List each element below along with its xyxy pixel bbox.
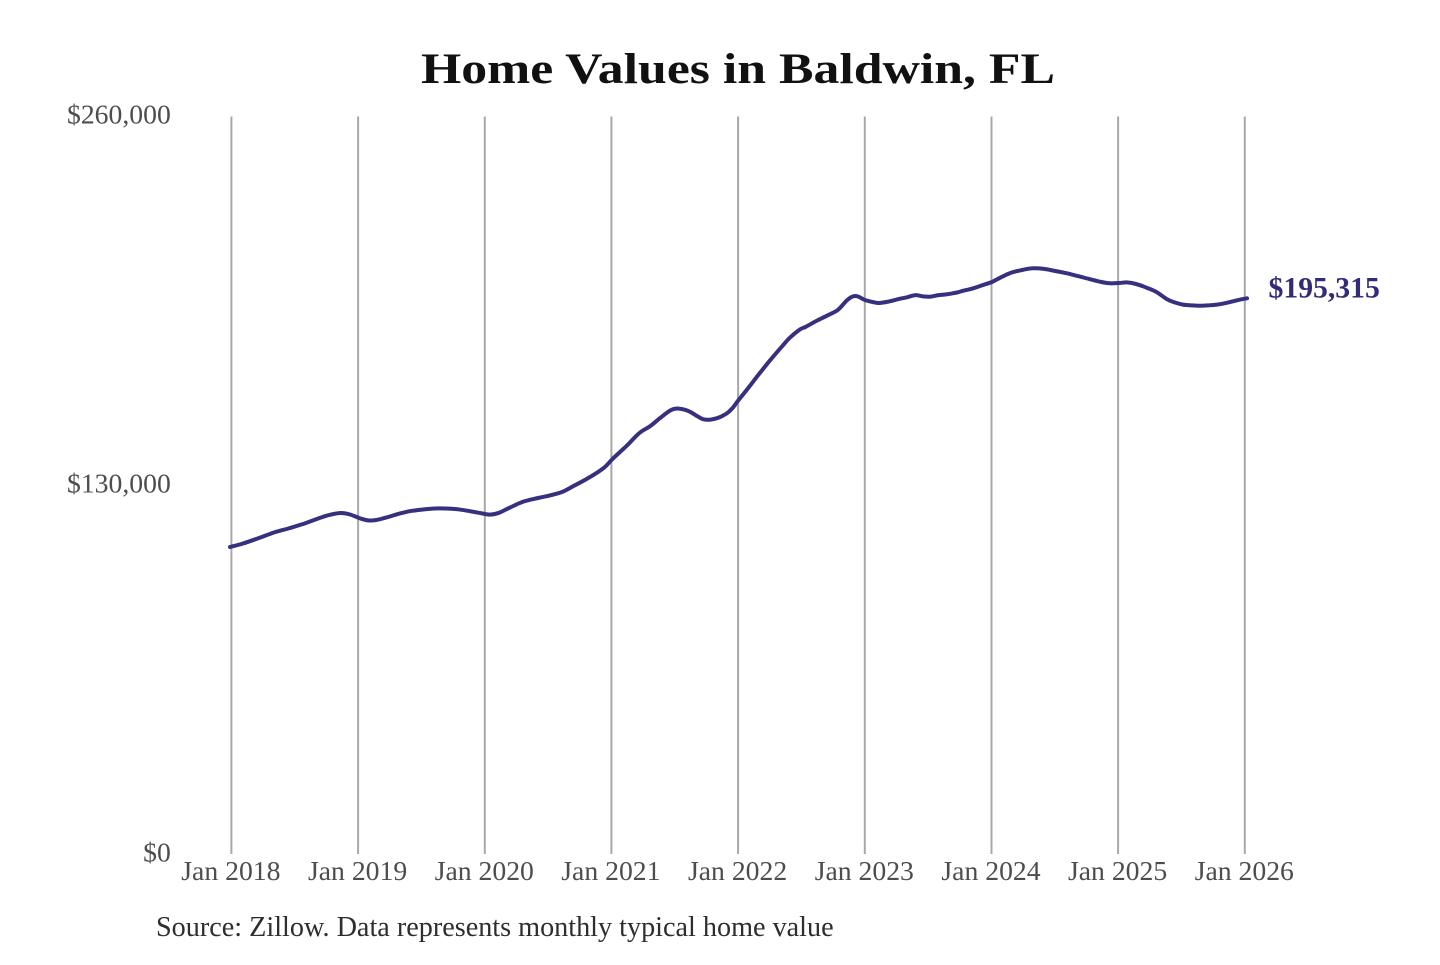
svg-text:$260,000: $260,000 bbox=[67, 99, 171, 130]
svg-text:Jan 2025: Jan 2025 bbox=[1068, 855, 1167, 886]
svg-text:Jan 2023: Jan 2023 bbox=[815, 855, 914, 886]
svg-text:Jan 2018: Jan 2018 bbox=[181, 855, 280, 886]
svg-text:Source: Zillow. Data represent: Source: Zillow. Data represents monthly … bbox=[156, 912, 834, 943]
svg-text:Jan 2022: Jan 2022 bbox=[688, 855, 787, 886]
svg-text:$130,000: $130,000 bbox=[67, 468, 171, 499]
svg-text:Jan 2020: Jan 2020 bbox=[435, 855, 534, 886]
svg-text:Jan 2019: Jan 2019 bbox=[308, 855, 407, 886]
svg-text:$195,315: $195,315 bbox=[1269, 273, 1380, 305]
svg-text:Jan 2024: Jan 2024 bbox=[941, 855, 1040, 886]
svg-text:$0: $0 bbox=[143, 837, 171, 868]
svg-text:Jan 2026: Jan 2026 bbox=[1195, 855, 1294, 886]
svg-text:Jan 2021: Jan 2021 bbox=[561, 855, 660, 886]
svg-text:Home Values in Baldwin, FL: Home Values in Baldwin, FL bbox=[421, 45, 1055, 93]
